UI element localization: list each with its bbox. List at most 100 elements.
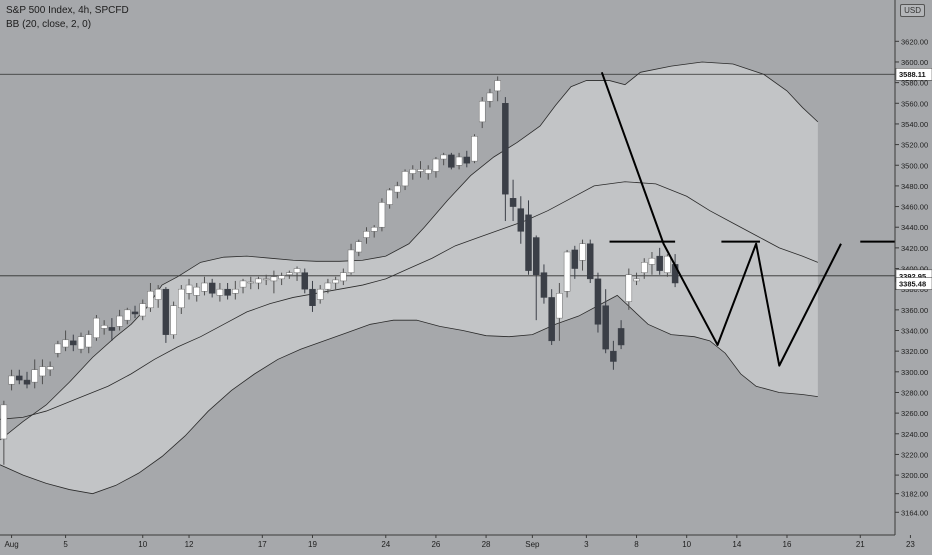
candle-body [656, 255, 663, 271]
candle-body [594, 278, 602, 325]
y-axis[interactable]: 3164.00 3182.00 3200.00 3220.00 3240.00 3260.… [894, 0, 932, 550]
y-tick-label: 3220.00 [901, 450, 928, 459]
candles [0, 76, 679, 465]
candle-body [270, 276, 278, 282]
x-tick-label: 3 [584, 540, 589, 549]
candle-body [455, 156, 463, 166]
y-tick-label: 3300.00 [901, 368, 928, 377]
candle-body [185, 284, 193, 294]
candle-body [571, 249, 579, 269]
x-tick-label: 28 [482, 540, 491, 549]
indicator-legend: BB (20, close, 2, 0) [6, 19, 92, 30]
x-tick-label: 10 [682, 540, 691, 549]
y-tick-label: 3580.00 [901, 79, 928, 88]
candle-body [440, 154, 447, 160]
candle-body [532, 237, 540, 275]
candle-body [170, 305, 177, 335]
y-tick-label: 3480.00 [901, 182, 928, 191]
price-tag-label: 3385.48 [899, 280, 926, 289]
candle-body [602, 305, 609, 350]
x-tick-label: Aug [4, 540, 18, 549]
candle-body [563, 251, 571, 292]
pattern-lines [600, 71, 903, 367]
candle-body [147, 291, 154, 309]
candle-body [85, 334, 92, 348]
currency-badge[interactable]: USD [900, 4, 925, 17]
candle-body [556, 293, 563, 319]
bollinger-bands [0, 61, 819, 495]
y-tick-label: 3320.00 [901, 347, 928, 356]
candle-body [640, 262, 648, 273]
upper-band-line [0, 61, 819, 441]
candle-body [625, 274, 633, 302]
candle-body [309, 288, 316, 306]
candle-body [178, 288, 185, 309]
x-tick-label: 14 [732, 540, 741, 549]
y-tick-label: 3340.00 [901, 327, 928, 336]
candle-body [116, 315, 123, 327]
candle-body [509, 198, 517, 207]
candle-body [540, 272, 548, 298]
candle-body [471, 136, 478, 162]
price-tag-label: 3392.95 [899, 272, 926, 281]
lower-band-line [0, 294, 818, 495]
y-tick-label: 3560.00 [901, 99, 928, 108]
x-tick-label: 24 [381, 540, 390, 549]
candle-body [401, 171, 409, 187]
candle-body [239, 280, 247, 288]
candle-body [409, 169, 417, 174]
candle-body [548, 297, 555, 342]
candle-body [355, 241, 363, 253]
band-fill [0, 61, 818, 494]
x-axis[interactable]: Aug 5 10 12 17 19 24 26 28 Sep 3 8 10 14 16 21 23 [0, 534, 932, 550]
candle-body [486, 92, 494, 102]
candle-body [586, 243, 594, 280]
y-tick-label: 3420.00 [901, 244, 928, 253]
candle-body [494, 80, 501, 92]
candle-body [579, 243, 586, 261]
x-axis-panel [0, 535, 932, 550]
candle-body [108, 327, 116, 331]
y-tick-label: 3440.00 [901, 223, 928, 232]
candle-body [154, 288, 162, 300]
candle-body [216, 288, 224, 296]
candle-body [664, 255, 671, 273]
candle-body [8, 375, 15, 385]
y-tick-label: 3200.00 [901, 471, 928, 480]
candle-body [224, 288, 231, 296]
candle-body [363, 231, 370, 238]
candle-body [23, 379, 31, 385]
y-tick-label: 3280.00 [901, 388, 928, 397]
candle-body [332, 279, 339, 284]
pattern-line [600, 71, 842, 367]
x-tick-label: 17 [258, 540, 267, 549]
candle-body [340, 272, 347, 282]
candle-body [70, 340, 77, 346]
candle-body [293, 268, 301, 273]
x-tick-label: 5 [63, 540, 68, 549]
candle-body [139, 303, 146, 317]
candle-body [16, 375, 23, 381]
candle-body [502, 103, 509, 195]
x-tick-label: 21 [856, 540, 865, 549]
candle-body [394, 185, 401, 193]
x-tick-label: 19 [308, 540, 317, 549]
candle-body [525, 214, 532, 271]
candle-body [301, 272, 309, 290]
middle-band-line [0, 181, 818, 420]
x-tick-label: 16 [783, 540, 792, 549]
symbol-legend: S&P 500 Index, 4h, SPCFD [6, 5, 129, 16]
y-tick-label: 3164.00 [901, 508, 928, 517]
price-tag [895, 67, 932, 81]
candle-body [316, 288, 324, 300]
candle-body [208, 282, 216, 294]
candle-body [93, 317, 100, 338]
candle-body [617, 328, 625, 346]
horizontal-lines [0, 73, 895, 277]
y-tick-label: 3460.00 [901, 203, 928, 212]
y-tick-label: 3520.00 [901, 141, 928, 150]
candle-body [286, 272, 293, 275]
y-tick-label: 3240.00 [901, 430, 928, 439]
